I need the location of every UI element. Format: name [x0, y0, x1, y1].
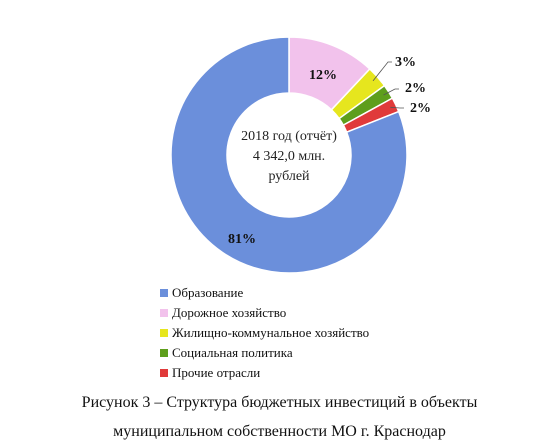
figure-caption-line-2: муниципальном собственности МО г. Красно… [113, 423, 446, 440]
leader-line-3 [383, 88, 399, 96]
slice-label-2: 3% [395, 55, 416, 70]
slice-labels: 81% 12% 3% 2% 2% [228, 55, 431, 247]
donut-slices [170, 36, 408, 274]
legend-label: Образование [172, 285, 244, 300]
legend-swatch [160, 289, 168, 297]
center-label-line-3: рублей [268, 169, 310, 184]
legend-item-other: Прочие отрасли [160, 363, 369, 383]
legend-item-social: Социальная политика [160, 343, 369, 363]
leader-lines [372, 61, 404, 109]
slice-label-3: 2% [405, 81, 426, 96]
legend-item-housing: Жилищно-коммунальное хозяйство [160, 323, 369, 343]
slice-label-4: 2% [410, 101, 431, 116]
legend-swatch [160, 309, 168, 317]
figure-caption-line-1: Рисунок 3 – Структура бюджетных инвестиц… [81, 394, 478, 411]
leader-line-4 [390, 106, 404, 109]
donut-chart: 81% 12% 3% 2% 2% 2018 год (отчёт) 4 342,0 мл… [170, 36, 431, 274]
legend-label: Жилищно-коммунальное хозяйство [172, 325, 370, 340]
donut-slice-0 [170, 36, 408, 274]
slice-label-0: 81% [228, 232, 256, 247]
legend-label: Социальная политика [172, 345, 293, 360]
legend-item-education: Образование [160, 283, 369, 303]
legend-swatch [160, 349, 168, 357]
legend-swatch [160, 369, 168, 377]
legend-label: Дорожное хозяйство [172, 305, 287, 320]
chart-legend: Образование Дорожное хозяйство Жилищно-к… [160, 283, 369, 383]
center-label-line-2: 4 342,0 млн. [253, 149, 325, 164]
leader-line-2 [372, 61, 392, 82]
legend-label: Прочие отрасли [172, 365, 261, 380]
center-label-line-1: 2018 год (отчёт) [241, 129, 337, 144]
legend-swatch [160, 329, 168, 337]
legend-item-roads: Дорожное хозяйство [160, 303, 369, 323]
slice-label-1: 12% [309, 68, 337, 83]
